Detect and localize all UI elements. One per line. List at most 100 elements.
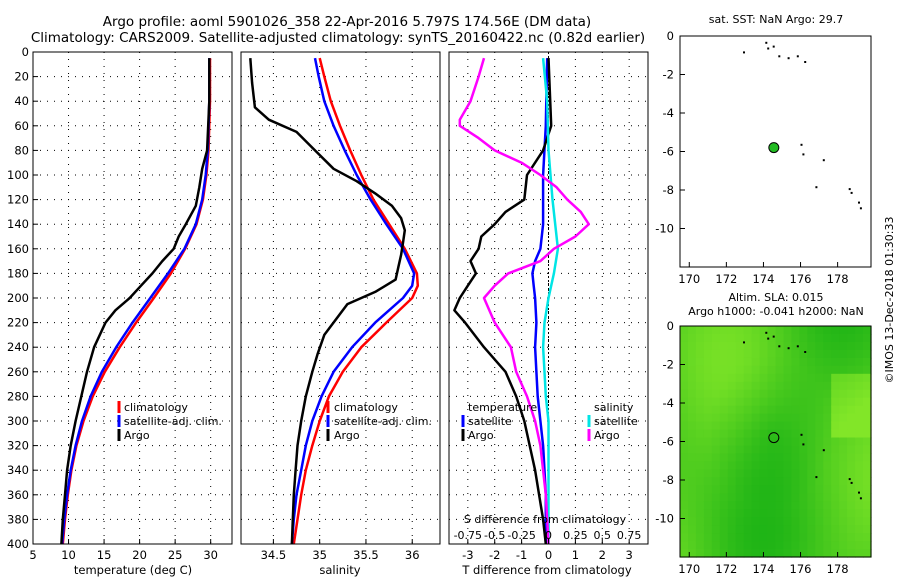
sla-heat-cell [847, 445, 856, 455]
top-tick-label: -0.25 [507, 529, 535, 542]
sla-heat-cell [775, 469, 785, 478]
sla-heat-cell [727, 485, 737, 494]
sla-heat-cell [751, 421, 761, 431]
sla-heat-cell [735, 509, 745, 518]
island-mark [850, 481, 853, 484]
sla-heat-cell [703, 453, 713, 462]
sla-heat-cell [807, 421, 816, 431]
sla-heat-cell [823, 461, 832, 470]
argo-location-marker [768, 142, 780, 154]
sla-heat-cell [791, 453, 800, 462]
sla-heat-cell [695, 389, 705, 399]
y-tick-label: 260 [7, 365, 29, 379]
sla-heat-cell [711, 341, 721, 351]
sla-heat-cell [695, 365, 705, 375]
legend-satellite-adj: satellite-adj. clim. [334, 415, 432, 428]
sla-heat-cell [775, 509, 785, 518]
sla-heat-cell [743, 541, 753, 550]
sla-heat-cell [759, 334, 769, 343]
sla-heat-cell [688, 525, 697, 534]
sla-heat-cell [695, 541, 705, 550]
sla-heat-cell [703, 501, 713, 510]
sla-heat-cell [847, 461, 856, 470]
x-tick-label: 3 [626, 548, 633, 562]
sla-heat-cell [711, 509, 721, 518]
sla-heat-cell [719, 549, 729, 558]
sla-heat-cell [695, 469, 705, 478]
sla-heat-cell [775, 373, 785, 383]
island-mark [815, 186, 818, 189]
island-mark [802, 153, 805, 156]
sla-heat-cell [791, 413, 800, 423]
sla-heat-cell [719, 437, 729, 447]
sla-heat-cell [727, 357, 737, 367]
sla-heat-cell [767, 445, 777, 455]
sla-heat-cell [847, 381, 856, 391]
sla-heat-cell [775, 365, 785, 375]
sla-heat-cell [735, 437, 745, 447]
sla-heat-cell [743, 501, 753, 510]
map-y-tick-label: -10 [655, 222, 674, 236]
x-tick-label: 34.5 [261, 548, 287, 562]
map-y-tick-label: -8 [663, 183, 674, 197]
series-line-satellite-adj-clim- [60, 58, 211, 545]
sla-heat-cell [847, 349, 856, 359]
sla-heat-cell [775, 533, 785, 542]
sla-heat-cell [719, 405, 729, 415]
sla-heat-cell [783, 405, 793, 415]
sla-heat-cell [783, 453, 793, 462]
sla-heat-cell [855, 397, 864, 407]
sla-heat-cell [823, 445, 832, 455]
sla-heat-cell [688, 533, 697, 542]
sla-heat-cell [815, 349, 824, 359]
legend-climatology: climatology [124, 401, 188, 414]
sla-heat-cell [799, 533, 808, 542]
sla-heat-cell [823, 493, 832, 502]
sla-heat-cell [759, 405, 769, 415]
sla-heat-cell [791, 405, 800, 415]
sla-heat-cell [727, 541, 737, 550]
sla-heat-cell [688, 469, 697, 478]
sla-heat-cell [688, 397, 697, 407]
sla-heat-cell [727, 469, 737, 478]
map-x-tick-label: 176 [790, 272, 812, 286]
sla-heat-cell [783, 341, 793, 351]
sla-heat-cell [735, 334, 745, 343]
sla-heat-cell [807, 373, 816, 383]
sla-heat-cell [831, 453, 840, 462]
sla-heat-cell [783, 549, 793, 558]
sla-heat-cell [759, 485, 769, 494]
sla-heat-cell [799, 429, 808, 439]
sla-heat-cell [759, 437, 769, 447]
sla-heat-cell [727, 413, 737, 423]
sla-heat-cell [783, 493, 793, 502]
map-x-tick-label: 178 [827, 272, 849, 286]
sla-heat-cell [823, 509, 832, 518]
sla-heat-cell [847, 421, 856, 431]
sla-heat-cell [719, 357, 729, 367]
sla-heat-cell [695, 334, 705, 343]
sla-heat-cell [799, 509, 808, 518]
island-mark [778, 345, 781, 348]
sla-heat-cell [743, 413, 753, 423]
sla-heat-cell [823, 421, 832, 431]
sla-heat-cell [735, 493, 745, 502]
sla-heat-cell [767, 541, 777, 550]
sla-heat-cell [791, 341, 800, 351]
sla-heat-cell [775, 549, 785, 558]
sla-heat-cell [743, 334, 753, 343]
sla-heat-cell [751, 334, 761, 343]
sla-heat-cell [823, 334, 832, 343]
sla-heat-cell [703, 437, 713, 447]
x-tick-label: 1 [572, 548, 579, 562]
island-mark [778, 55, 781, 58]
sla-heat-cell [695, 461, 705, 470]
sla-heat-cell [775, 485, 785, 494]
sla-heat-cell [703, 349, 713, 359]
sla-heat-cell [711, 477, 721, 486]
sla-heat-cell [680, 493, 689, 502]
sla-heat-cell [735, 469, 745, 478]
sla-heat-cell [680, 461, 689, 470]
sla-heat-cell [831, 341, 840, 351]
sla-heat-cell [759, 429, 769, 439]
